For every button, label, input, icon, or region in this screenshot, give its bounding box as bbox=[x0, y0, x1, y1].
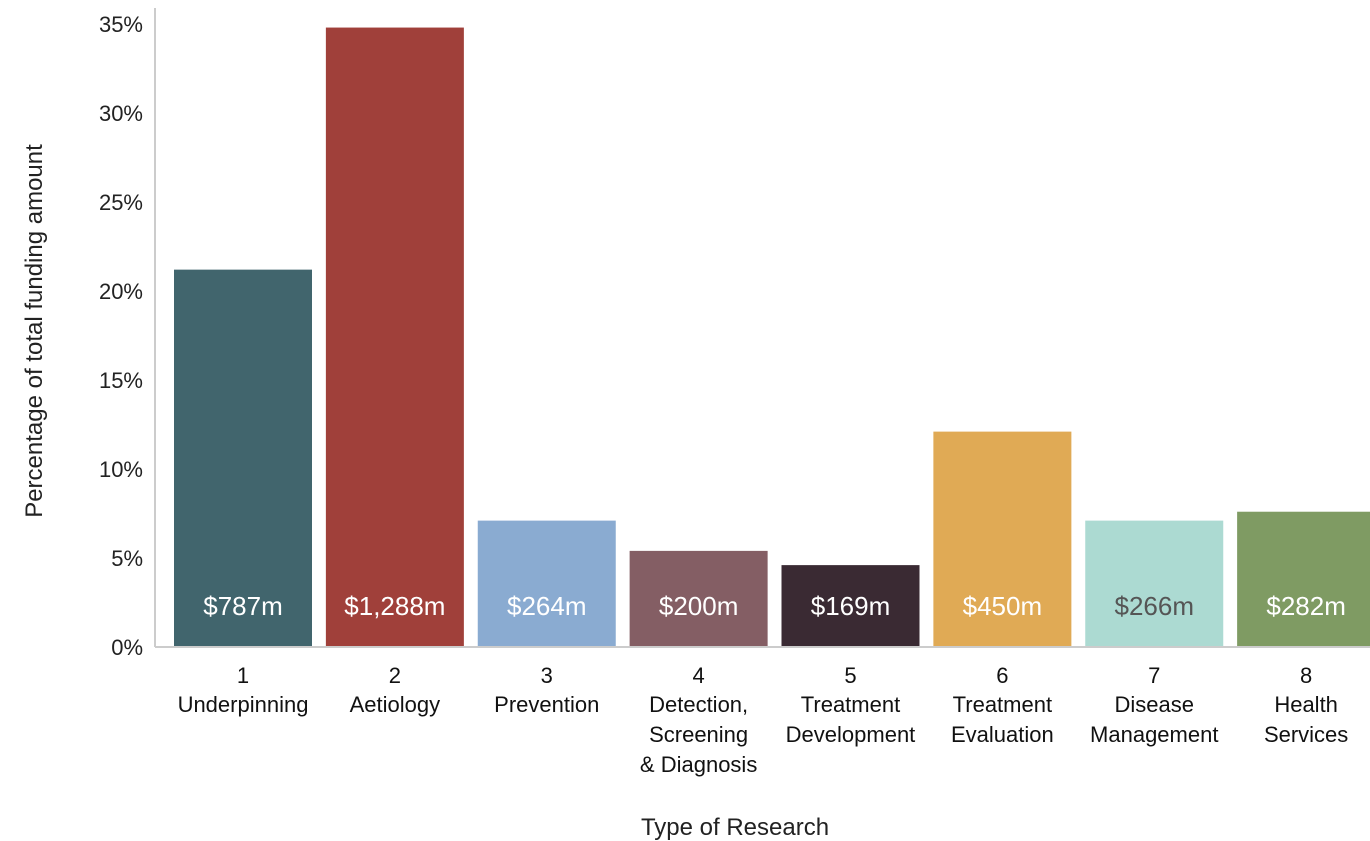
y-tick-label: 0% bbox=[111, 635, 143, 660]
bars: $787m $1,288m $264m $200m $169m $450m $266m $28… bbox=[174, 27, 1370, 648]
category-label: Detection, bbox=[649, 692, 748, 717]
category-label: Treatment bbox=[953, 692, 1052, 717]
y-tick-label: 15% bbox=[99, 368, 143, 393]
y-tick-label: 35% bbox=[99, 12, 143, 37]
bar-value-label: $1,288m bbox=[344, 591, 445, 621]
category-number: 3 bbox=[541, 663, 553, 688]
bar bbox=[1237, 511, 1370, 647]
category-label: Aetiology bbox=[350, 692, 441, 717]
bar-value-label: $200m bbox=[659, 591, 739, 621]
category-number: 8 bbox=[1300, 663, 1312, 688]
bar bbox=[781, 565, 920, 647]
x-axis-title: Type of Research bbox=[641, 814, 829, 841]
category-label: Disease bbox=[1115, 692, 1194, 717]
bar bbox=[477, 520, 616, 647]
category-number: 5 bbox=[844, 663, 856, 688]
y-tick-label: 5% bbox=[111, 546, 143, 571]
y-tick-label: 25% bbox=[99, 190, 143, 215]
category-label: Services bbox=[1264, 722, 1348, 747]
bar-value-label: $169m bbox=[811, 591, 891, 621]
y-axis: 0% 5% 10% 15% 20% 25% 30% 35% bbox=[99, 8, 156, 660]
bar bbox=[325, 27, 464, 648]
category-label: Underpinning bbox=[178, 692, 309, 717]
bar-value-label: $450m bbox=[963, 591, 1043, 621]
category-label: Evaluation bbox=[951, 722, 1054, 747]
bar-value-label: $264m bbox=[507, 591, 587, 621]
y-tick-label: 20% bbox=[99, 279, 143, 304]
bar bbox=[933, 431, 1072, 647]
y-tick-label: 30% bbox=[99, 101, 143, 126]
bar bbox=[174, 269, 312, 647]
category-label: Prevention bbox=[494, 692, 599, 717]
category-number: 1 bbox=[237, 663, 249, 688]
category-label: Treatment bbox=[801, 692, 900, 717]
category-number: 7 bbox=[1148, 663, 1160, 688]
category-number: 6 bbox=[996, 663, 1008, 688]
category-label: Screening bbox=[649, 722, 748, 747]
bar-value-label: $282m bbox=[1266, 591, 1346, 621]
y-axis-title: Percentage of total funding amount bbox=[21, 144, 48, 518]
bar-value-label: $266m bbox=[1115, 591, 1195, 621]
y-tick-label: 10% bbox=[99, 457, 143, 482]
category-label: Health bbox=[1274, 692, 1338, 717]
category-number: 2 bbox=[389, 663, 401, 688]
bar bbox=[629, 550, 768, 647]
category-label: Development bbox=[786, 722, 916, 747]
category-number: 4 bbox=[693, 663, 705, 688]
bar bbox=[1085, 520, 1224, 647]
x-axis: 1 Underpinning 2 Aetiology 3 Prevention 4 Detec… bbox=[155, 646, 1370, 777]
category-label: Management bbox=[1090, 722, 1218, 747]
category-label: & Diagnosis bbox=[640, 752, 757, 777]
bar-value-label: $787m bbox=[203, 591, 283, 621]
